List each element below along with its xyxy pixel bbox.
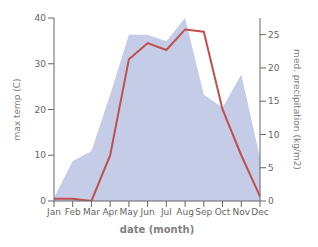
svg-text:10: 10 bbox=[35, 150, 47, 160]
svg-text:Nov: Nov bbox=[232, 207, 250, 217]
svg-text:Oct: Oct bbox=[215, 207, 231, 217]
svg-text:10: 10 bbox=[268, 130, 280, 140]
svg-text:0: 0 bbox=[268, 196, 274, 206]
svg-text:Aug: Aug bbox=[176, 207, 194, 217]
svg-text:max temp (C): max temp (C) bbox=[12, 78, 22, 140]
svg-text:30: 30 bbox=[35, 59, 47, 69]
svg-text:Dec: Dec bbox=[251, 207, 268, 217]
svg-text:Sep: Sep bbox=[195, 207, 212, 217]
svg-text:med. precipitation (kg/m2): med. precipitation (kg/m2) bbox=[292, 49, 302, 170]
svg-text:Jun: Jun bbox=[140, 207, 155, 217]
svg-text:20: 20 bbox=[35, 105, 47, 115]
svg-text:Jul: Jul bbox=[160, 207, 172, 217]
svg-text:Jan: Jan bbox=[46, 207, 61, 217]
svg-text:Apr: Apr bbox=[102, 207, 118, 217]
svg-text:Mar: Mar bbox=[83, 207, 100, 217]
svg-text:15: 15 bbox=[268, 96, 279, 106]
svg-text:date (month): date (month) bbox=[120, 224, 194, 235]
svg-text:0: 0 bbox=[40, 196, 46, 206]
svg-text:40: 40 bbox=[35, 13, 47, 23]
svg-text:20: 20 bbox=[268, 63, 280, 73]
svg-text:May: May bbox=[120, 207, 139, 217]
svg-text:25: 25 bbox=[268, 30, 279, 40]
svg-text:5: 5 bbox=[268, 163, 274, 173]
svg-text:Feb: Feb bbox=[65, 207, 81, 217]
